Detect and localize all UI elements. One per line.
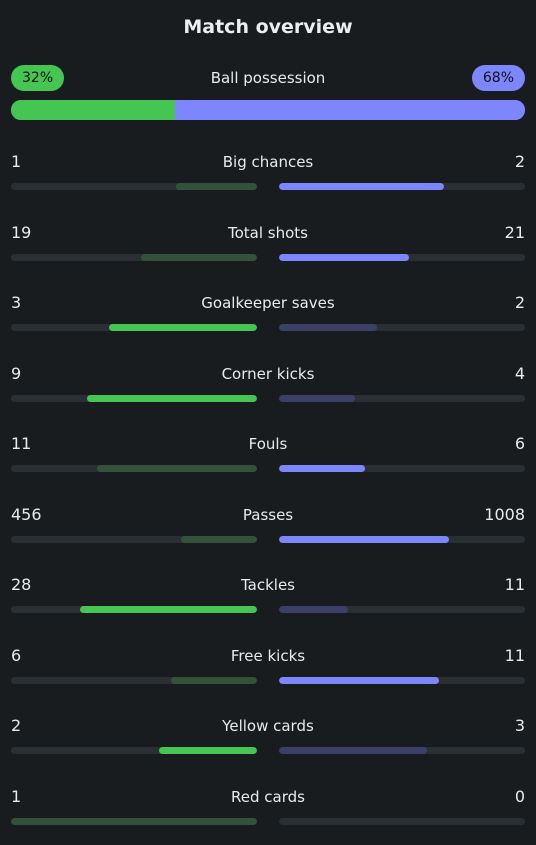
home-bar-fill [180, 535, 257, 543]
home-bar-track [11, 747, 257, 754]
away-bar-track [279, 535, 525, 543]
away-possession-badge: 68% [471, 65, 525, 91]
stat-row: 9 Corner kicks 4 [11, 363, 525, 407]
stat-label: Tackles [240, 576, 296, 594]
home-bar-fill [87, 394, 257, 402]
stat-row: 456 Passes 1008 [11, 504, 525, 548]
stat-label: Yellow cards [222, 717, 314, 735]
home-value: 9 [11, 363, 22, 383]
stat-row: 2 Yellow cards 3 [11, 715, 525, 759]
home-bar-track [11, 183, 257, 190]
home-bar-fill [141, 253, 257, 261]
away-bar-track [279, 465, 525, 472]
home-bar-track [11, 324, 257, 331]
stat-row: 3 Goalkeeper saves 2 [11, 292, 525, 336]
away-bar-track [279, 183, 525, 190]
home-value: 1 [11, 152, 22, 171]
home-bar-fill [175, 183, 257, 190]
away-bar-track [279, 747, 525, 754]
away-bar-fill [279, 535, 449, 543]
away-bar-track [279, 324, 525, 331]
page-title: Match overview [183, 16, 353, 38]
away-bar-track [279, 676, 525, 684]
stat-label: Corner kicks [221, 364, 315, 383]
away-bar-track [279, 606, 525, 613]
home-bar-fill [170, 676, 257, 684]
stat-row: 1 Red cards 0 [11, 786, 525, 830]
home-value: 6 [11, 645, 22, 665]
away-bar-fill [279, 747, 427, 754]
home-bar-track [11, 817, 257, 825]
away-value: 11 [504, 645, 525, 665]
away-bar-fill [279, 606, 348, 613]
home-bar-fill [79, 606, 257, 613]
stat-row: 28 Tackles 11 [11, 574, 525, 618]
away-bar-track [279, 253, 525, 261]
stat-label: Big chances [222, 153, 314, 171]
stat-row: 1 Big chances 2 [11, 151, 525, 195]
possession-bar-home [11, 100, 176, 120]
away-value: 3 [514, 716, 525, 735]
possession-label: Ball possession [210, 69, 326, 87]
home-bar-fill [109, 324, 257, 331]
away-value: 0 [514, 786, 525, 806]
away-value: 4 [514, 363, 525, 383]
home-bar-fill [158, 747, 257, 754]
away-value: 2 [514, 152, 525, 171]
home-possession-badge: 32% [11, 65, 65, 91]
away-value: 6 [514, 434, 525, 453]
home-value: 2 [11, 716, 22, 735]
possession-bar [11, 100, 525, 120]
stat-label: Free kicks [230, 646, 306, 665]
away-bar-fill [279, 183, 444, 190]
away-bar-track [279, 394, 525, 402]
away-bar-fill [279, 465, 366, 472]
home-bar-track [11, 606, 257, 613]
away-bar-fill [279, 676, 439, 684]
home-value: 19 [11, 222, 32, 242]
stat-label: Red cards [231, 787, 305, 806]
home-bar-track [11, 394, 257, 402]
home-bar-track [11, 676, 257, 684]
home-bar-track [11, 253, 257, 261]
home-value: 456 [11, 504, 42, 524]
ball-possession: 32% Ball possession 68% [11, 65, 525, 121]
away-value: 1008 [484, 504, 525, 524]
stat-label: Total shots [228, 223, 308, 242]
stat-row: 6 Free kicks 11 [11, 645, 525, 689]
stat-row: 19 Total shots 21 [11, 222, 525, 266]
stat-label: Fouls [248, 435, 288, 453]
away-bar-fill [279, 324, 378, 331]
away-bar-fill [279, 253, 410, 261]
home-bar-track [11, 535, 257, 543]
stat-label: Passes [242, 505, 294, 524]
home-value: 11 [11, 434, 32, 453]
possession-bar-away [175, 100, 525, 120]
home-value: 1 [11, 786, 22, 806]
stat-label: Goalkeeper saves [201, 294, 335, 312]
home-value: 28 [11, 575, 32, 594]
home-bar-track [11, 465, 257, 472]
away-bar-fill [279, 394, 356, 402]
home-value: 3 [11, 293, 22, 312]
away-value: 11 [504, 575, 525, 594]
away-value: 2 [514, 293, 525, 312]
away-value: 21 [504, 222, 525, 242]
stat-row: 11 Fouls 6 [11, 433, 525, 477]
home-bar-fill [11, 817, 257, 825]
home-bar-fill [97, 465, 257, 472]
away-bar-track [279, 817, 525, 825]
